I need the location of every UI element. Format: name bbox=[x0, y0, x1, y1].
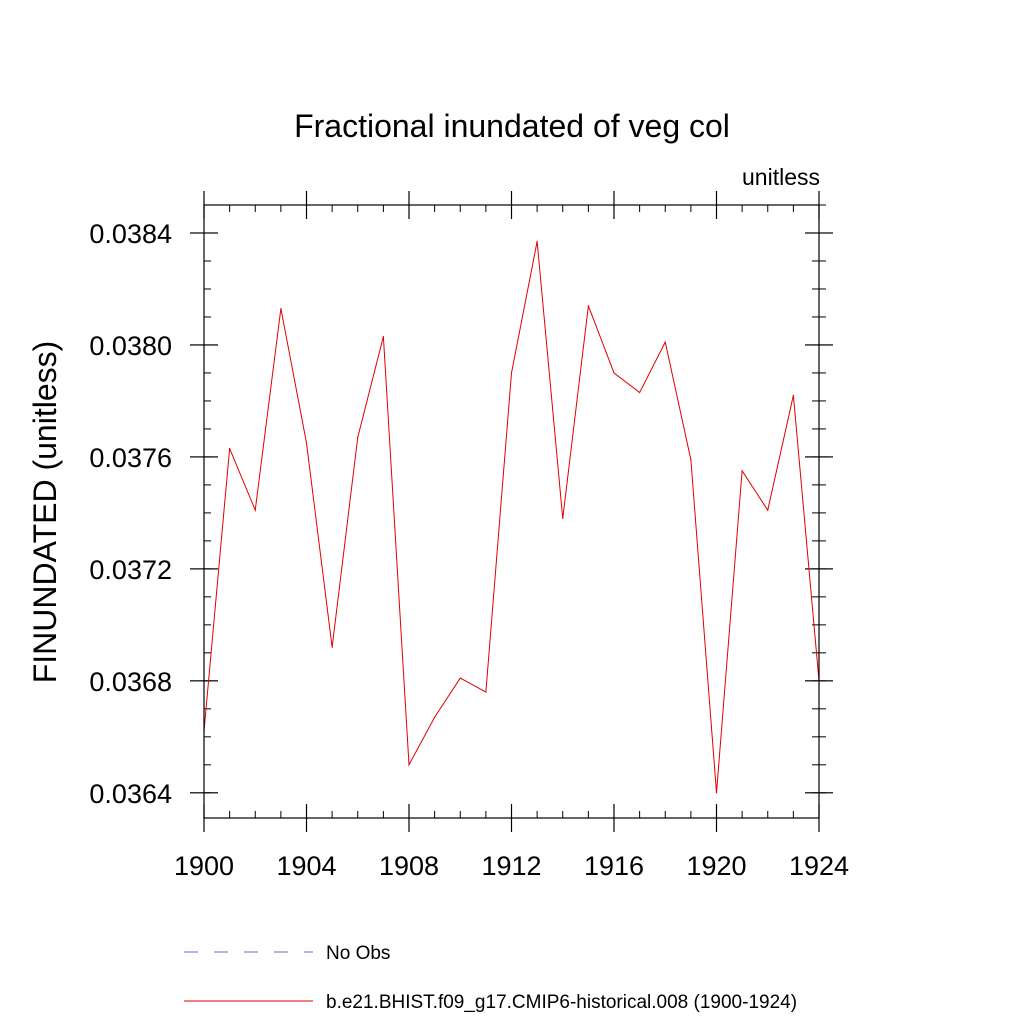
y-tick-label: 0.0376 bbox=[89, 443, 172, 473]
series-line bbox=[203, 241, 820, 793]
x-tick-label: 1924 bbox=[789, 851, 849, 881]
y-tick-label: 0.0372 bbox=[89, 555, 172, 585]
data-point-1917 bbox=[639, 391, 641, 394]
x-tick-label: 1904 bbox=[276, 851, 336, 881]
data-point-1913 bbox=[536, 240, 538, 242]
data-point-1915 bbox=[587, 305, 589, 307]
data-point-1910 bbox=[459, 677, 461, 679]
data-point-1918 bbox=[664, 341, 666, 343]
y-axis-label: FINUNDATED (unitless) bbox=[27, 341, 63, 684]
units-label: unitless bbox=[742, 164, 820, 190]
data-point-1923 bbox=[792, 394, 794, 396]
data-point-1922 bbox=[767, 509, 769, 511]
x-tick-labels: 1900 1904 1908 1912 1916 1920 1924 bbox=[174, 851, 849, 881]
series-layer bbox=[203, 240, 820, 794]
y-tick-label: 0.0364 bbox=[89, 779, 172, 809]
y-tick-label: 0.0384 bbox=[89, 219, 172, 249]
data-point-1912 bbox=[510, 372, 513, 374]
data-point-1911 bbox=[485, 691, 487, 693]
data-point-1908 bbox=[408, 764, 410, 766]
y-tick-label: 0.0380 bbox=[89, 331, 172, 361]
data-point-1916 bbox=[613, 372, 615, 374]
major-ticks bbox=[190, 191, 833, 832]
x-tick-label: 1912 bbox=[481, 851, 541, 881]
y-tick-labels: 0.0364 0.0368 0.0372 0.0376 0.0380 0.0384 bbox=[89, 219, 172, 809]
data-point-1904 bbox=[305, 442, 308, 444]
x-tick-label: 1916 bbox=[584, 851, 644, 881]
data-point-1901 bbox=[229, 447, 231, 450]
legend-label-no-obs: No Obs bbox=[326, 943, 390, 964]
data-point-1909 bbox=[434, 716, 436, 718]
data-point-1905 bbox=[331, 646, 333, 648]
data-point-1914 bbox=[562, 517, 564, 520]
minor-ticks bbox=[203, 204, 826, 818]
y-tick-label: 0.0368 bbox=[89, 667, 172, 697]
data-point-1902 bbox=[254, 509, 256, 511]
data-point-1921 bbox=[741, 470, 743, 472]
chart-title: Fractional inundated of veg col bbox=[294, 108, 730, 144]
x-tick-label: 1908 bbox=[379, 851, 439, 881]
data-point-1919 bbox=[690, 459, 692, 461]
data-point-1903 bbox=[280, 307, 282, 310]
x-tick-label: 1920 bbox=[686, 851, 746, 881]
x-tick-label: 1900 bbox=[174, 851, 234, 881]
legend: No Obs b.e21.BHIST.f09_g17.CMIP6-histori… bbox=[184, 943, 797, 1013]
legend-label-historical: b.e21.BHIST.f09_g17.CMIP6-historical.008… bbox=[326, 992, 797, 1013]
plot-frame bbox=[203, 204, 820, 819]
data-point-1920 bbox=[715, 792, 718, 794]
data-point-1906 bbox=[357, 436, 359, 438]
data-point-1907 bbox=[382, 335, 384, 338]
